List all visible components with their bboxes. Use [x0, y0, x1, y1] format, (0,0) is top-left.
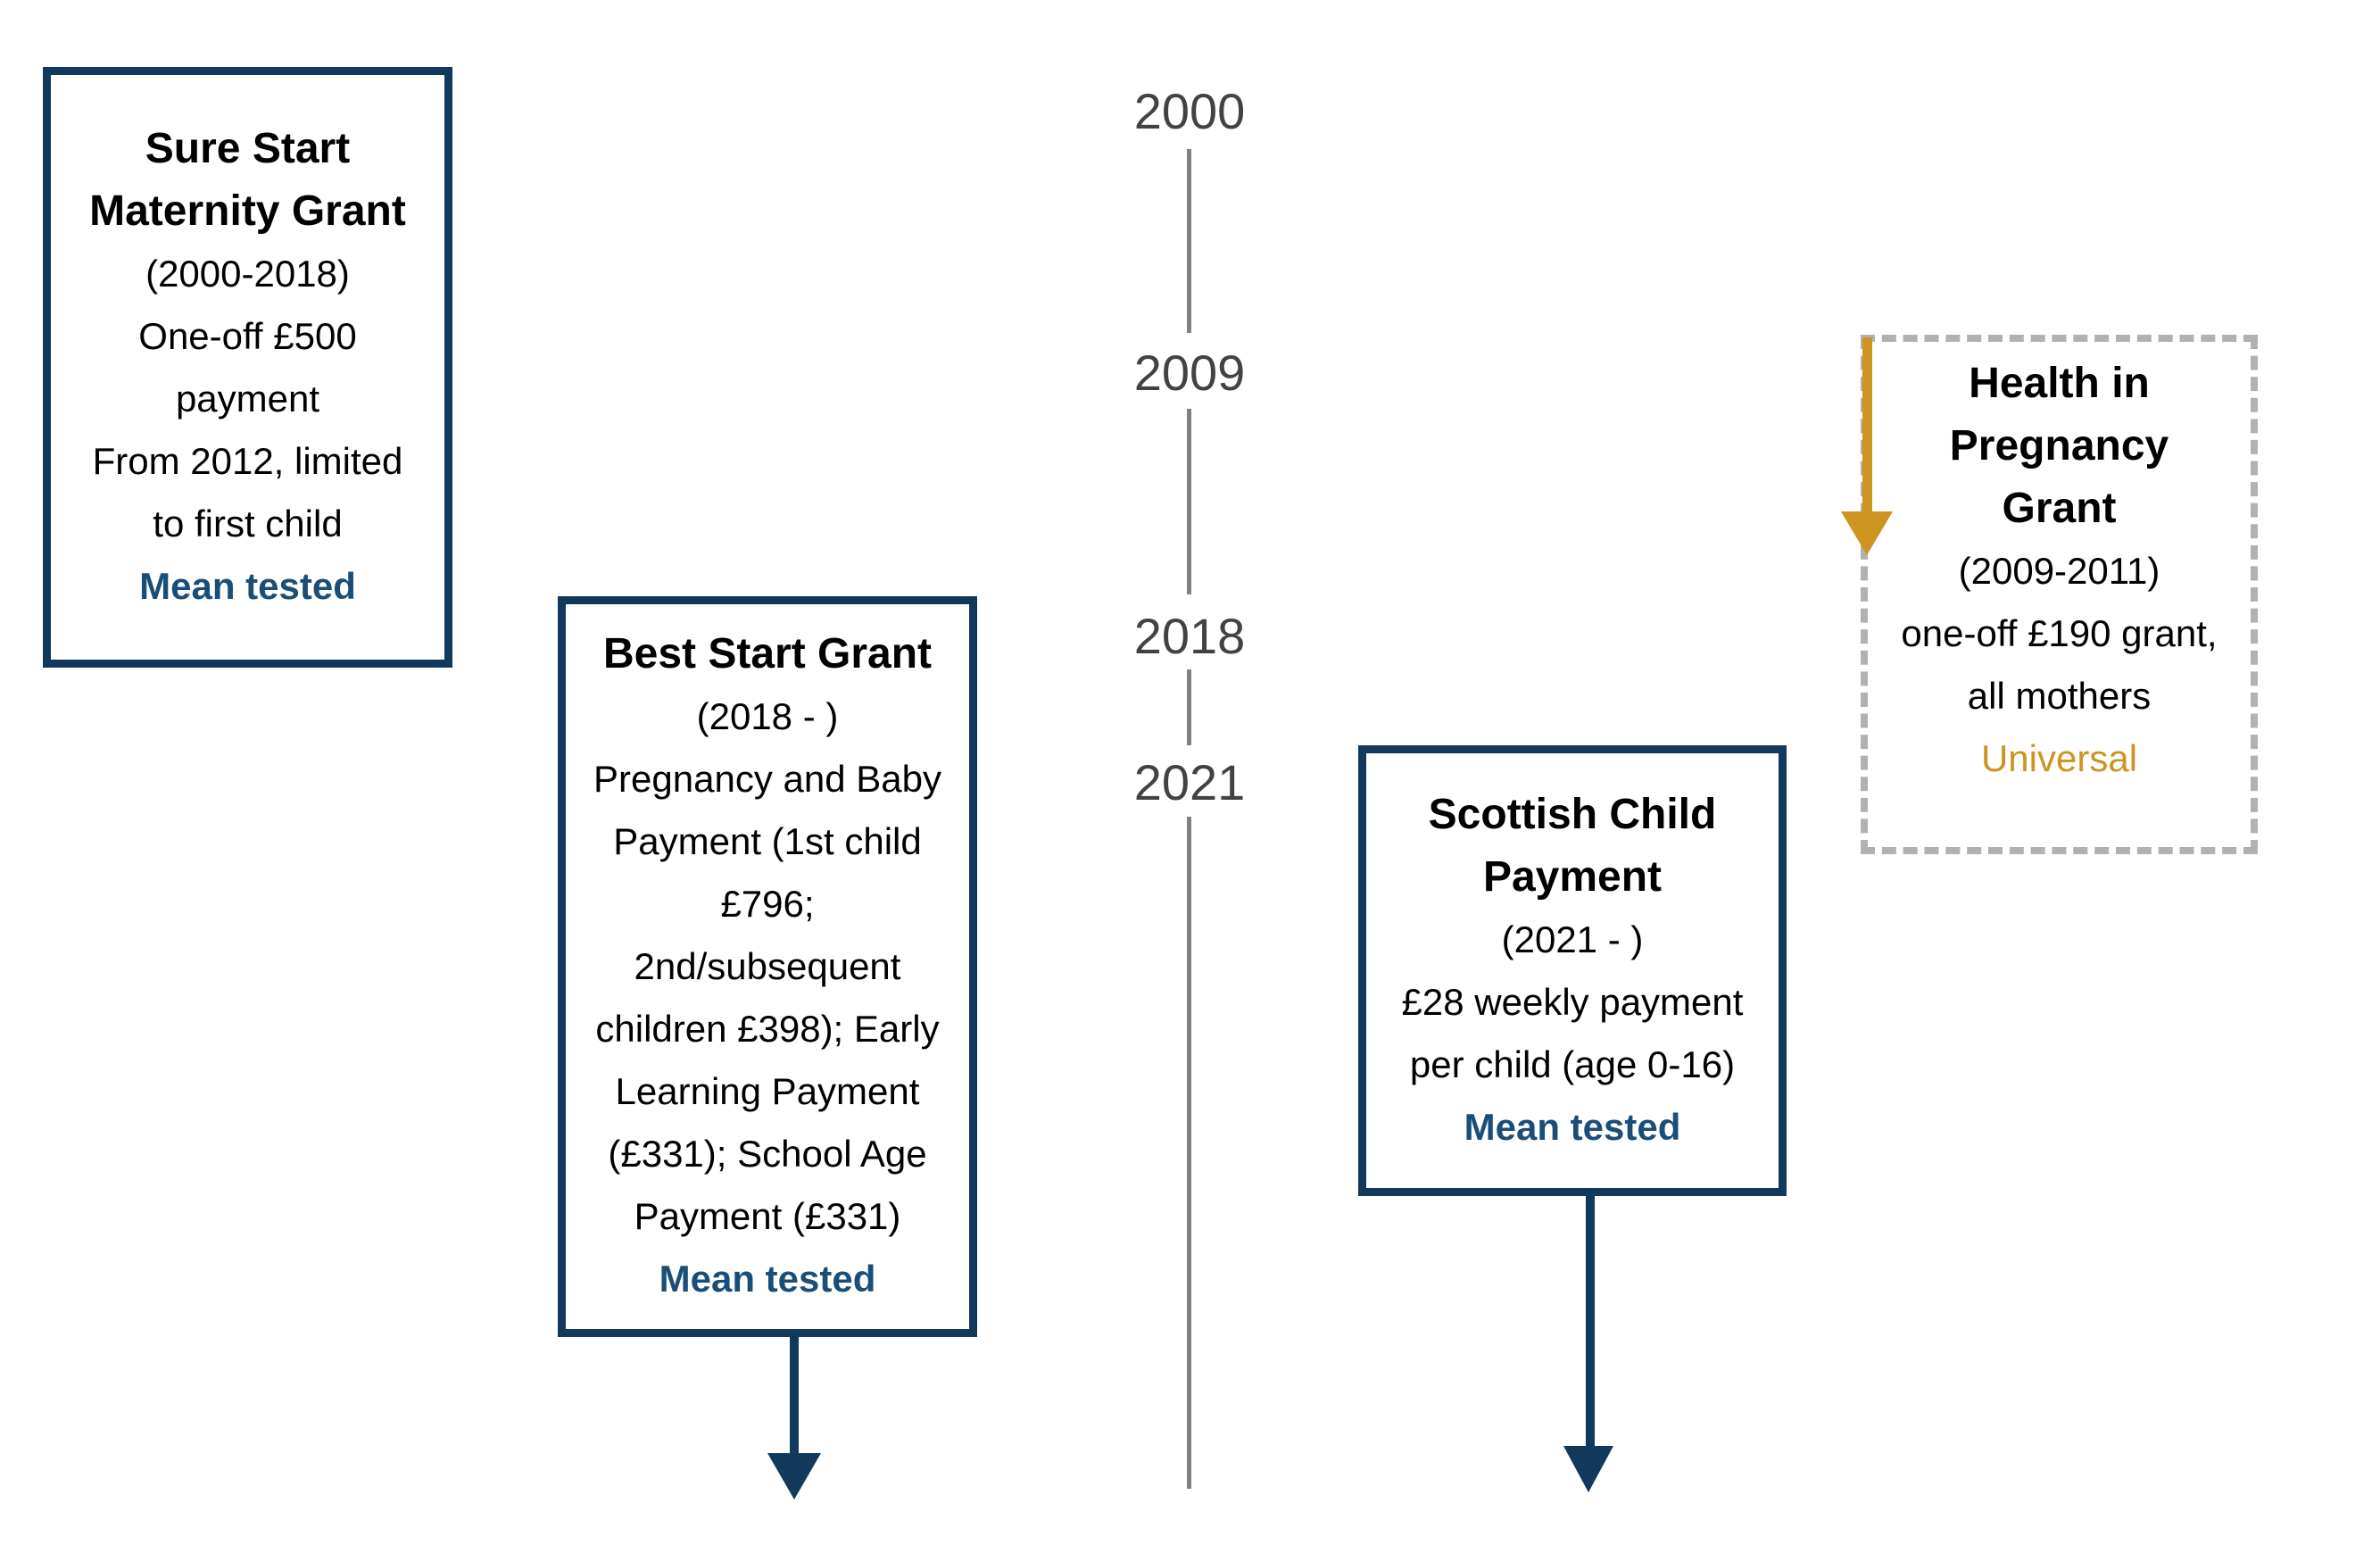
grant-title: Best Start Grant: [602, 630, 933, 677]
down-arrow-icon: [1563, 1446, 1613, 1492]
grant-box-sure-start-maternity: Sure Start Maternity Grant (2000-2018) O…: [43, 67, 452, 668]
grant-box-scottish-child-payment: Scottish Child Payment (2021 - ) £28 wee…: [1358, 745, 1787, 1196]
gold-down-arrow-icon: [1862, 337, 1872, 513]
gold-down-arrow-icon: [1841, 511, 1893, 555]
grant-title: Scottish Child Payment: [1428, 790, 1717, 901]
grant-description: One-off £500 payment From 2012, limited …: [92, 314, 403, 544]
timeline-line-segment: [1187, 149, 1191, 333]
grant-description: £28 weekly payment per child (age 0-16): [1401, 980, 1744, 1085]
grant-period: (2009-2011): [1958, 550, 2160, 592]
grant-eligibility-tag: Mean tested: [139, 564, 356, 607]
grant-period: (2000-2018): [145, 252, 350, 295]
grant-eligibility-tag: Universal: [1980, 737, 2138, 779]
timeline-year-2009: 2009: [1133, 345, 1246, 401]
grant-box-best-start: Best Start Grant (2018 - ) Pregnancy and…: [558, 596, 977, 1337]
timeline-line-segment: [1187, 817, 1191, 1489]
down-arrow-icon: [790, 1337, 799, 1455]
timeline-line-segment: [1187, 669, 1191, 745]
grant-title: Health in Pregnancy Grant: [1949, 360, 2169, 532]
grant-description: Pregnancy and Baby Payment (1st child £7…: [593, 758, 941, 1237]
timeline-year-2018: 2018: [1133, 608, 1246, 664]
grant-description: one-off £190 grant, all mothers: [1901, 612, 2218, 717]
timeline-year-2000: 2000: [1133, 83, 1246, 139]
down-arrow-icon: [767, 1453, 821, 1500]
grant-period: (2021 - ): [1501, 918, 1644, 960]
timeline-year-2021: 2021: [1133, 754, 1246, 810]
down-arrow-icon: [1586, 1196, 1595, 1448]
grant-eligibility-tag: Mean tested: [659, 1258, 876, 1300]
grant-title: Sure Start Maternity Grant: [89, 124, 406, 235]
grant-eligibility-tag: Mean tested: [1464, 1105, 1681, 1148]
grant-box-health-in-pregnancy: Health in Pregnancy Grant (2009-2011) on…: [1861, 335, 2258, 854]
timeline-line-segment: [1187, 409, 1191, 594]
grant-period: (2018 - ): [696, 695, 839, 737]
